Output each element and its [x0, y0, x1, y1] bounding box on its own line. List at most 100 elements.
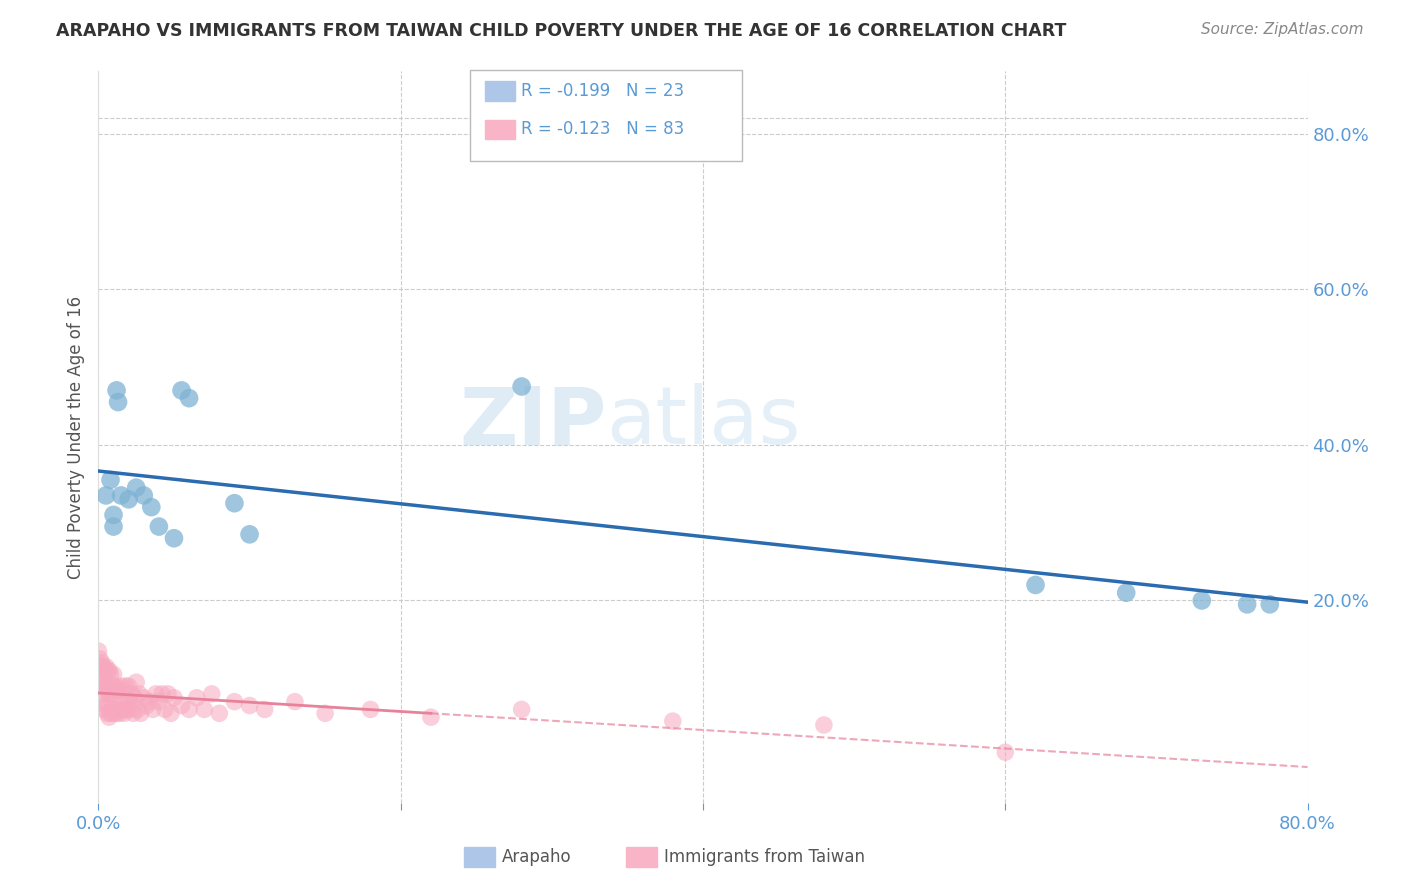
Point: [141, 500, 163, 515]
Point: [114, 695, 136, 709]
Point: [661, 714, 683, 728]
Point: [150, 687, 173, 701]
Point: [118, 492, 141, 507]
Point: [105, 706, 128, 721]
Point: [93, 679, 115, 693]
Point: [110, 488, 132, 502]
Point: [127, 702, 149, 716]
Point: [94, 698, 117, 713]
Point: [90, 656, 112, 670]
Point: [153, 702, 176, 716]
Point: [419, 710, 441, 724]
Point: [98, 664, 121, 678]
Point: [208, 706, 231, 721]
Point: [93, 664, 115, 678]
Point: [145, 687, 167, 701]
Y-axis label: Child Poverty Under the Age of 16: Child Poverty Under the Age of 16: [66, 295, 84, 579]
Point: [103, 687, 125, 701]
Point: [100, 667, 122, 681]
Point: [124, 690, 146, 705]
Point: [112, 706, 135, 721]
Point: [118, 679, 141, 693]
Point: [103, 706, 125, 721]
Point: [170, 384, 193, 398]
Text: ZIP: ZIP: [458, 384, 606, 461]
Point: [108, 706, 131, 721]
Point: [360, 702, 382, 716]
Point: [1236, 598, 1258, 612]
Point: [135, 698, 157, 713]
Point: [114, 679, 136, 693]
Point: [510, 379, 533, 393]
Point: [111, 683, 134, 698]
Point: [104, 702, 127, 716]
Point: [89, 652, 111, 666]
Point: [125, 675, 148, 690]
Text: ARAPAHO VS IMMIGRANTS FROM TAIWAN CHILD POVERTY UNDER THE AGE OF 16 CORRELATION : ARAPAHO VS IMMIGRANTS FROM TAIWAN CHILD …: [56, 22, 1067, 40]
Text: R = -0.123   N = 83: R = -0.123 N = 83: [522, 120, 685, 138]
Point: [121, 687, 143, 701]
Point: [994, 745, 1017, 759]
Text: Source: ZipAtlas.com: Source: ZipAtlas.com: [1201, 22, 1364, 37]
Point: [96, 683, 118, 698]
Point: [510, 702, 533, 716]
Point: [186, 690, 208, 705]
Point: [103, 519, 125, 533]
Point: [224, 496, 246, 510]
Point: [91, 687, 114, 701]
Point: [253, 702, 276, 716]
Point: [98, 687, 121, 701]
Point: [163, 531, 186, 545]
Point: [128, 687, 150, 701]
Point: [160, 706, 183, 721]
Point: [170, 698, 193, 713]
Text: Arapaho: Arapaho: [502, 848, 572, 866]
Point: [139, 695, 162, 709]
Point: [111, 702, 134, 716]
Point: [100, 473, 122, 487]
Point: [89, 675, 111, 690]
Point: [91, 671, 114, 685]
Point: [100, 687, 122, 701]
Point: [1024, 578, 1046, 592]
Point: [239, 698, 262, 713]
Point: [813, 718, 835, 732]
Point: [156, 687, 179, 701]
Point: [101, 702, 124, 716]
Point: [120, 702, 142, 716]
Point: [284, 695, 307, 709]
Point: [98, 710, 121, 724]
Point: [107, 702, 129, 716]
Point: [122, 706, 145, 721]
Point: [105, 384, 128, 398]
Point: [201, 687, 224, 701]
Point: [103, 667, 125, 681]
Point: [132, 488, 155, 502]
Point: [90, 695, 112, 709]
Point: [110, 679, 132, 693]
Point: [107, 395, 129, 409]
Text: R = -0.199   N = 23: R = -0.199 N = 23: [522, 82, 685, 100]
Point: [103, 508, 125, 522]
Point: [94, 679, 117, 693]
Text: atlas: atlas: [606, 384, 800, 461]
Point: [177, 702, 201, 716]
Point: [314, 706, 336, 721]
Point: [115, 702, 138, 716]
Point: [125, 481, 148, 495]
Point: [163, 690, 186, 705]
Point: [193, 702, 215, 716]
Point: [148, 695, 170, 709]
Point: [89, 659, 111, 673]
Text: Immigrants from Taiwan: Immigrants from Taiwan: [664, 848, 865, 866]
Point: [239, 527, 262, 541]
Point: [129, 706, 152, 721]
Point: [96, 664, 118, 678]
Point: [177, 391, 201, 405]
Point: [148, 519, 170, 533]
Point: [93, 702, 115, 716]
Point: [100, 706, 122, 721]
Point: [105, 683, 128, 698]
Point: [94, 488, 117, 502]
Point: [91, 659, 114, 673]
